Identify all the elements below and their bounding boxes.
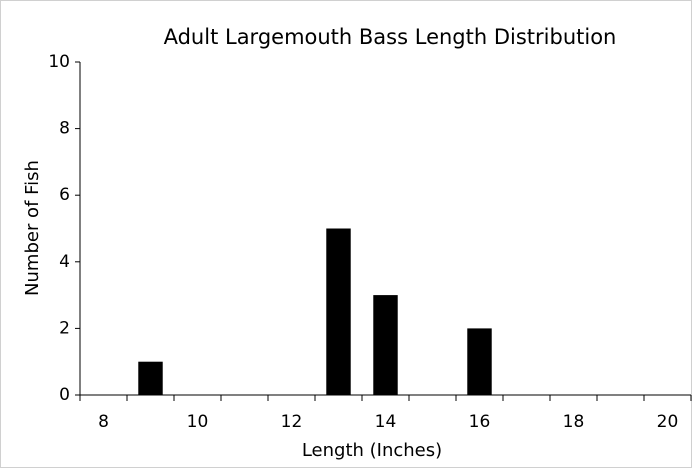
x-axis-title: Length (Inches) — [302, 440, 442, 461]
x-tick-label: 8 — [98, 412, 109, 432]
x-tick-label: 18 — [563, 412, 585, 432]
x-tick-label: 20 — [657, 412, 679, 432]
x-tick-label: 10 — [187, 412, 209, 432]
y-tick-label: 4 — [59, 252, 70, 272]
x-tick-label: 14 — [375, 412, 397, 432]
x-tick-label: 16 — [469, 412, 491, 432]
bar — [373, 295, 398, 395]
y-tick-label: 10 — [48, 52, 70, 72]
y-tick-label: 8 — [59, 119, 70, 139]
y-axis-title: Number of Fish — [22, 160, 43, 296]
chart-title: Adult Largemouth Bass Length Distributio… — [164, 25, 617, 49]
bar — [326, 228, 351, 395]
bar — [467, 328, 492, 395]
y-tick-label: 0 — [59, 385, 70, 405]
x-tick-label: 12 — [281, 412, 303, 432]
bar — [138, 361, 163, 395]
y-tick-label: 2 — [59, 318, 70, 338]
y-tick-label: 6 — [59, 185, 70, 205]
